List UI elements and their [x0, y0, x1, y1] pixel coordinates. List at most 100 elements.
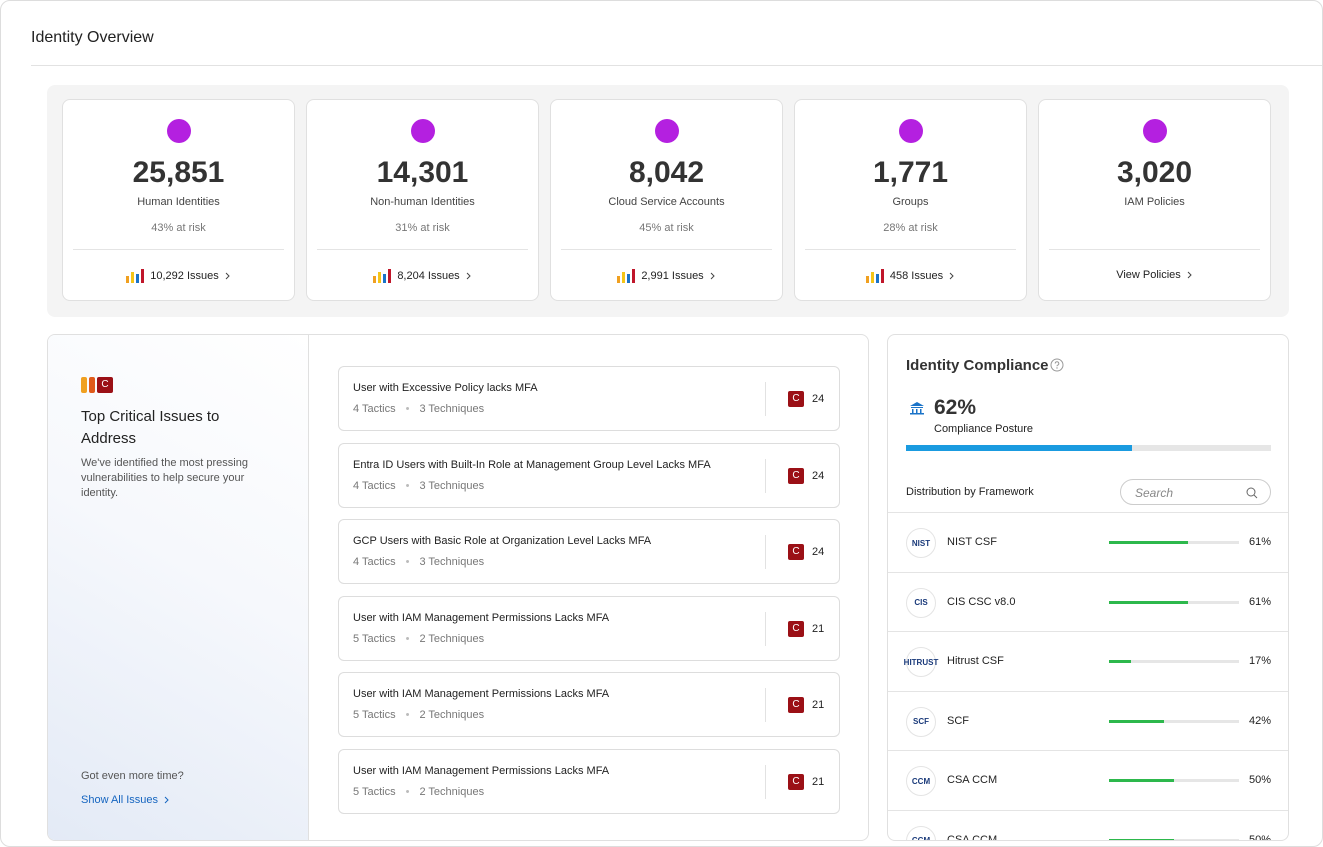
issue-score: 21	[812, 775, 825, 788]
issue-card[interactable]: User with IAM Management Permissions Lac…	[338, 595, 840, 661]
framework-name: SCF	[947, 714, 969, 727]
issue-meta: 4 Tactics • 3 Techniques	[353, 556, 485, 568]
stat-link[interactable]: 458 Issues	[795, 269, 1026, 283]
stat-link[interactable]: 8,204 Issues	[307, 269, 538, 283]
stat-risk: 28% at risk	[883, 222, 938, 234]
stat-value: 25,851	[132, 156, 225, 189]
techniques: 3 Techniques	[419, 479, 485, 492]
issue-score: 21	[812, 622, 825, 635]
framework-name: NIST CSF	[947, 536, 997, 548]
stat-risk: 43% at risk	[151, 222, 206, 234]
framework-logo: HITRUST	[904, 647, 938, 677]
framework-logo: NIST	[906, 528, 936, 558]
divider	[765, 458, 766, 493]
stat-card: 14,301 Non-human Identities 31% at risk …	[306, 99, 539, 301]
divider	[31, 65, 1322, 66]
divider	[765, 382, 766, 416]
divider	[765, 764, 766, 799]
issues-icon	[617, 269, 636, 283]
stat-value: 1,771	[872, 156, 949, 189]
issue-card[interactable]: User with Excessive Policy lacks MFA 4 T…	[338, 366, 840, 431]
divider	[805, 249, 1016, 250]
severity-badge: C	[788, 467, 804, 484]
divider	[561, 249, 772, 250]
issue-card[interactable]: Entra ID Users with Built-In Role at Man…	[338, 442, 840, 508]
stat-value: 14,301	[376, 156, 469, 189]
framework-percent: 61%	[1248, 536, 1271, 548]
stat-link[interactable]: View Policies	[1039, 269, 1270, 281]
search-box[interactable]: Search	[1120, 479, 1271, 505]
posture-label: Compliance Posture	[934, 423, 1034, 435]
framework-logo: SCF	[906, 706, 936, 737]
posture-track	[906, 445, 1271, 451]
issue-title: User with IAM Management Permissions Lac…	[353, 688, 610, 700]
issue-meta: 5 Tactics • 2 Techniques	[353, 632, 485, 645]
posture-bar	[906, 445, 1133, 451]
stat-link-text[interactable]: 458 Issues	[889, 270, 944, 282]
framework-percent: 50%	[1248, 774, 1271, 786]
issue-card[interactable]: User with IAM Management Permissions Lac…	[338, 672, 840, 737]
framework-row: CCM CSA CCM 50%	[888, 809, 1288, 840]
framework-name: CIS CSC v8.0	[947, 595, 1016, 608]
stat-link-text[interactable]: View Policies	[1116, 269, 1181, 281]
help-icon[interactable]	[1050, 358, 1064, 372]
framework-bar	[1109, 600, 1189, 604]
issue-meta: 5 Tactics • 2 Techniques	[353, 709, 485, 721]
divider	[73, 249, 284, 250]
stat-label: Groups	[892, 196, 929, 208]
framework-percent: 17%	[1248, 655, 1271, 667]
issues-icon	[126, 269, 145, 283]
stat-link-text[interactable]: 2,991 Issues	[641, 270, 704, 282]
techniques: 3 Techniques	[419, 556, 485, 568]
stat-link[interactable]: 10,292 Issues	[63, 269, 294, 283]
issue-title: User with IAM Management Permissions Lac…	[353, 764, 610, 777]
framework-row: HITRUST Hitrust CSF 17%	[888, 631, 1288, 691]
compliance-panel: Identity Compliance 62% Compliance Postu…	[887, 334, 1289, 841]
stat-label: Human Identities	[137, 196, 220, 208]
issue-title: User with IAM Management Permissions Lac…	[353, 611, 610, 624]
issue-meta: 4 Tactics • 3 Techniques	[353, 479, 485, 492]
framework-bar	[1109, 541, 1189, 544]
framework-bar	[1109, 660, 1132, 663]
stat-link[interactable]: 2,991 Issues	[551, 269, 782, 283]
framework-row: SCF SCF 42%	[888, 690, 1288, 751]
stat-icon	[655, 119, 679, 143]
search-icon	[1246, 487, 1258, 499]
issue-meta: 4 Tactics • 3 Techniques	[353, 403, 485, 415]
severity-badge: C	[788, 773, 804, 790]
stat-link-text[interactable]: 10,292 Issues	[150, 270, 219, 282]
issue-score: 24	[812, 469, 825, 482]
chevron	[949, 272, 954, 280]
issue-card[interactable]: GCP Users with Basic Role at Organizatio…	[338, 519, 840, 584]
issue-title: User with Excessive Policy lacks MFA	[353, 382, 538, 394]
issue-meta: 5 Tactics • 2 Techniques	[353, 785, 485, 798]
stat-label: Cloud Service Accounts	[608, 196, 725, 208]
critical-summary: C Top Critical Issues to Address We've i…	[48, 335, 309, 840]
stat-icon	[1143, 119, 1167, 143]
stat-icon	[899, 119, 923, 143]
techniques: 3 Techniques	[419, 403, 485, 415]
framework-track	[1109, 838, 1239, 840]
stat-label: IAM Policies	[1124, 196, 1185, 208]
stat-card: 1,771 Groups 28% at risk 458 Issues	[794, 99, 1027, 301]
framework-bar	[1109, 838, 1174, 840]
issue-title: GCP Users with Basic Role at Organizatio…	[353, 535, 652, 547]
framework-track	[1109, 660, 1239, 663]
issue-score: 24	[812, 393, 825, 405]
show-all-text[interactable]: Show All Issues	[81, 794, 159, 806]
show-all-link[interactable]: Show All Issues	[81, 794, 170, 806]
more-text: Got even more time?	[81, 770, 184, 782]
tactics: 5 Tactics	[353, 785, 396, 798]
stats-panel: 25,851 Human Identities 43% at risk 10,2…	[47, 85, 1289, 317]
framework-row: CCM CSA CCM 50%	[888, 750, 1288, 810]
divider	[765, 688, 766, 722]
stat-link-text[interactable]: 8,204 Issues	[397, 270, 460, 282]
critical-description: We've identified the most pressing vulne…	[81, 457, 248, 499]
techniques: 2 Techniques	[419, 709, 485, 721]
chevron	[164, 796, 169, 804]
stat-card: 8,042 Cloud Service Accounts 45% at risk…	[550, 99, 783, 301]
issue-card[interactable]: User with IAM Management Permissions Lac…	[338, 748, 840, 814]
framework-name: Hitrust CSF	[947, 655, 1004, 667]
tactics: 4 Tactics	[353, 403, 396, 415]
